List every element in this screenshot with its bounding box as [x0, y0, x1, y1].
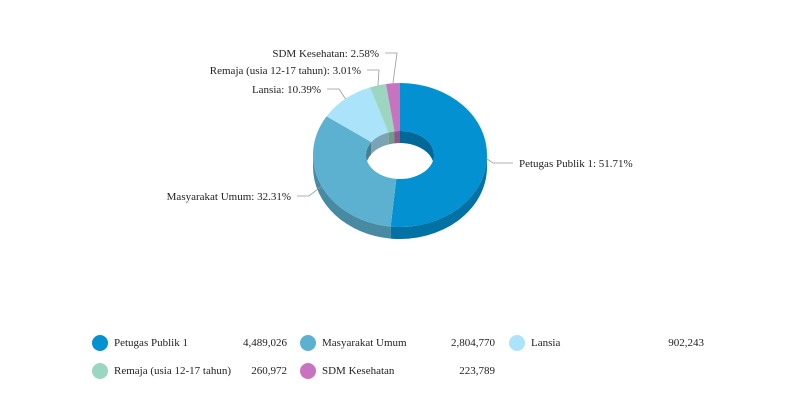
legend-label: SDM Kesehatan — [322, 365, 395, 377]
slice-label-petugas-publik-1: Petugas Publik 1: 51.71% — [519, 158, 633, 170]
slice-inner-wall-sdm-kesehatan — [394, 131, 400, 144]
leader-line-lansia — [327, 88, 346, 100]
slice-masyarakat-umum[interactable] — [313, 116, 397, 227]
slice-inner-wall-masyarakat-umum — [366, 142, 372, 167]
legend-item-lansia[interactable]: Lansia 902,243 — [509, 332, 709, 354]
slice-side-petugas-publik-1 — [390, 155, 487, 239]
legend-item-sdm-kesehatan[interactable]: SDM Kesehatan 223,789 — [300, 360, 500, 382]
slice-petugas-publik-1[interactable] — [390, 83, 488, 227]
legend-label: Remaja (usia 12-17 tahun) — [114, 365, 231, 377]
leader-line-masyarakat-umum — [297, 185, 322, 197]
slice-labels: Petugas Publik 1: 51.71% Masyarakat Umum:… — [167, 48, 633, 203]
slice-sdm-kesehatan[interactable] — [385, 83, 400, 132]
legend-marker — [92, 335, 108, 351]
slice-side-masyarakat-umum — [313, 155, 391, 239]
legend-marker — [300, 363, 316, 379]
legend-label: Masyarakat Umum — [322, 337, 407, 349]
legend-value: 902,243 — [668, 337, 704, 349]
legend-marker — [92, 363, 108, 379]
label-leader-lines — [297, 52, 513, 197]
slice-lansia[interactable] — [326, 87, 389, 143]
legend-value: 4,489,026 — [243, 337, 287, 349]
legend-label: Petugas Publik 1 — [114, 337, 188, 349]
slice-label-lansia: Lansia: 10.39% — [252, 84, 321, 96]
legend-marker — [509, 335, 525, 351]
donut-chart: Petugas Publik 1: 51.71% Masyarakat Umum:… — [167, 48, 633, 239]
donut-slices — [313, 83, 488, 227]
slice-label-sdm-kesehatan: SDM Kesehatan: 2.58% — [272, 48, 379, 60]
legend-item-masyarakat-umum[interactable]: Masyarakat Umum 2,804,770 — [300, 332, 500, 354]
legend-item-remaja[interactable]: Remaja (usia 12-17 tahun) 260,972 — [92, 360, 292, 382]
donut-3d-sides — [313, 131, 487, 239]
leader-line-remaja-usia-12-17-tahun — [367, 69, 380, 86]
slice-label-masyarakat-umum: Masyarakat Umum: 32.31% — [167, 191, 291, 203]
slice-inner-wall-remaja-usia-12-17-tahun — [388, 131, 395, 145]
leader-line-petugas-publik-1 — [486, 158, 513, 164]
legend-item-petugas-publik-1[interactable]: Petugas Publik 1 4,489,026 — [92, 332, 292, 354]
legend-value: 260,972 — [251, 365, 287, 377]
legend-label: Lansia — [531, 337, 561, 349]
legend-value: 223,789 — [459, 365, 495, 377]
slice-inner-wall-petugas-publik-1 — [400, 131, 434, 167]
leader-line-sdm-kesehatan — [385, 52, 398, 84]
slice-remaja-usia-12-17-tahun[interactable] — [370, 83, 395, 133]
legend-marker — [300, 335, 316, 351]
slice-label-remaja-usia-12-17-tahun: Remaja (usia 12-17 tahun): 3.01% — [210, 65, 361, 77]
slice-inner-wall-lansia — [371, 132, 389, 155]
legend-value: 2,804,770 — [451, 337, 495, 349]
